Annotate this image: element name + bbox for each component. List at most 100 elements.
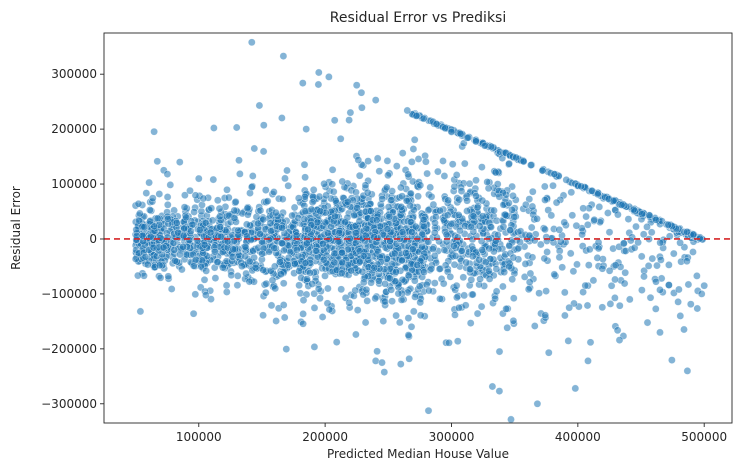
data-point <box>644 262 653 270</box>
data-point <box>589 276 598 285</box>
data-point <box>200 275 209 284</box>
data-point <box>215 204 224 213</box>
data-point <box>324 284 332 293</box>
data-point <box>450 182 459 191</box>
data-point <box>308 198 317 207</box>
data-point <box>302 125 311 133</box>
data-point <box>234 226 242 235</box>
data-point <box>427 192 436 201</box>
data-point <box>322 191 330 200</box>
data-point <box>653 261 661 270</box>
data-point <box>292 245 301 254</box>
data-point <box>299 310 307 318</box>
data-point <box>565 303 574 312</box>
data-point <box>467 222 475 231</box>
data-point <box>343 197 352 206</box>
data-point <box>171 256 179 265</box>
data-point <box>261 186 270 194</box>
data-point <box>495 192 504 201</box>
data-point <box>134 271 142 280</box>
data-point <box>314 80 323 89</box>
data-point <box>380 368 389 376</box>
data-point <box>478 163 486 171</box>
data-point <box>261 288 270 297</box>
data-point <box>583 301 592 310</box>
data-point <box>675 285 683 294</box>
data-point <box>700 281 709 290</box>
data-point <box>573 260 581 269</box>
data-point <box>337 285 346 294</box>
data-point <box>190 208 198 216</box>
data-point <box>422 157 430 166</box>
data-point <box>652 215 660 224</box>
x-tick-label: 400000 <box>555 430 601 444</box>
data-point <box>318 313 327 321</box>
data-point <box>284 261 293 269</box>
data-point <box>206 228 215 237</box>
data-point <box>509 294 518 303</box>
data-point <box>463 207 471 215</box>
data-point <box>505 242 514 250</box>
data-point <box>278 239 286 248</box>
data-point <box>410 135 419 144</box>
data-point <box>303 239 311 248</box>
data-point <box>199 194 208 203</box>
data-point <box>404 331 413 339</box>
data-point <box>419 114 428 123</box>
data-point <box>495 387 504 395</box>
data-point <box>227 271 236 280</box>
data-point <box>468 252 477 261</box>
data-point <box>155 261 164 270</box>
data-point <box>223 237 232 246</box>
data-point <box>176 250 184 259</box>
data-point <box>381 279 389 288</box>
data-point <box>316 294 324 303</box>
chart-title: Residual Error vs Prediksi <box>330 10 507 26</box>
data-point <box>665 261 673 269</box>
data-point <box>138 231 147 240</box>
data-point <box>567 188 576 197</box>
data-point <box>268 276 277 285</box>
data-point <box>460 159 469 168</box>
data-point <box>145 178 153 187</box>
data-point <box>371 357 380 365</box>
data-point <box>536 240 545 249</box>
data-point <box>263 197 272 206</box>
data-point <box>457 187 466 195</box>
data-point <box>383 225 392 233</box>
data-point <box>665 232 674 241</box>
data-point <box>131 255 140 263</box>
data-point <box>595 203 604 211</box>
data-point <box>278 223 286 232</box>
data-point <box>463 196 471 205</box>
data-point <box>509 316 518 325</box>
data-point <box>524 285 533 294</box>
data-point <box>656 328 664 337</box>
data-point <box>281 174 289 183</box>
data-point <box>420 222 428 231</box>
data-point <box>462 258 471 267</box>
data-point <box>329 187 338 196</box>
data-point <box>555 225 564 234</box>
data-point <box>404 271 413 280</box>
data-point <box>541 225 549 234</box>
data-point <box>135 216 143 225</box>
data-point <box>512 153 520 162</box>
data-point <box>664 220 673 229</box>
data-point <box>202 267 211 275</box>
data-point <box>291 259 299 268</box>
data-point <box>299 296 308 305</box>
data-point <box>396 360 405 368</box>
data-point <box>640 272 648 281</box>
data-point <box>412 112 421 120</box>
data-point <box>490 206 498 215</box>
data-point <box>541 196 549 204</box>
data-point <box>355 217 364 226</box>
data-point <box>478 246 486 254</box>
data-point <box>163 193 172 201</box>
data-point <box>254 219 262 228</box>
data-point <box>423 169 431 178</box>
data-point <box>256 206 265 215</box>
data-point <box>475 222 484 231</box>
data-point <box>378 358 386 367</box>
